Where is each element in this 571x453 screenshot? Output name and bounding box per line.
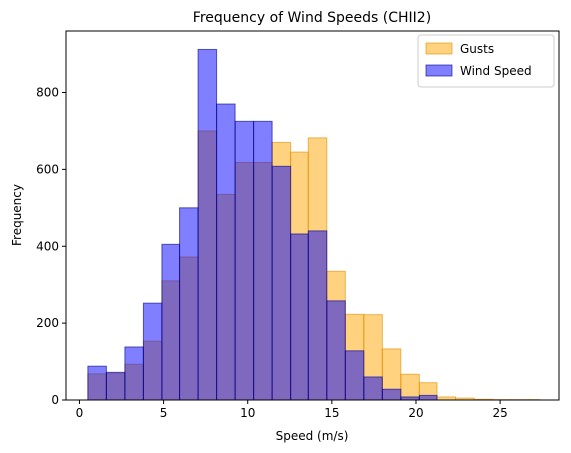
y-axis-label: Frequency — [10, 184, 24, 246]
wind-speed-bar — [87, 365, 107, 401]
wind-speed-bar — [234, 120, 255, 401]
wind-speed-bar — [381, 388, 402, 401]
wind-speed-bar — [344, 350, 365, 401]
legend-label-wind-speed: Wind Speed — [460, 64, 532, 78]
y-tick-label: 200 — [36, 316, 59, 330]
x-tick-label: 0 — [76, 406, 84, 420]
x-tick-label: 5 — [160, 406, 168, 420]
wind-speed-bar — [418, 394, 438, 401]
wind-speed-bar — [216, 103, 236, 401]
chart-title: Frequency of Wind Speeds (CHII2) — [193, 10, 431, 26]
legend-swatch-gusts — [425, 42, 453, 55]
wind-speed-bar — [290, 233, 309, 401]
x-axis-label: Speed (m/s) — [276, 429, 349, 443]
legend-label-gusts: Gusts — [460, 42, 494, 56]
wind-speed-bar — [253, 120, 273, 401]
gusts-bar — [400, 373, 420, 401]
x-tick-label: 15 — [324, 406, 339, 420]
wind-speed-bar — [142, 302, 163, 401]
wind-speed-bar — [271, 165, 292, 401]
x-axis: 0 5 10 15 20 25 — [76, 400, 508, 420]
x-tick-label: 20 — [408, 406, 423, 420]
x-tick-label: 25 — [492, 406, 507, 420]
legend: Gusts Wind Speed — [417, 34, 555, 88]
wind-speed-bar — [326, 300, 346, 401]
legend-swatch-wind-speed — [425, 64, 453, 77]
wind-speed-bar — [197, 48, 218, 401]
wind-speed-bar — [161, 243, 181, 401]
bars-layer — [87, 48, 541, 401]
y-tick-label: 400 — [36, 239, 59, 253]
y-tick-label: 600 — [36, 162, 59, 176]
wind-speed-bar — [307, 230, 328, 401]
plot-frame — [65, 30, 560, 401]
y-axis: 0 200 400 600 800 — [36, 86, 66, 407]
y-tick-label: 0 — [51, 393, 59, 407]
wind-speed-bar — [105, 371, 126, 401]
wind-speed-bar — [363, 376, 383, 401]
wind-speed-bar — [179, 207, 199, 401]
y-tick-label: 800 — [36, 86, 59, 100]
x-tick-label: 10 — [240, 406, 255, 420]
wind-speed-bar — [124, 346, 144, 401]
